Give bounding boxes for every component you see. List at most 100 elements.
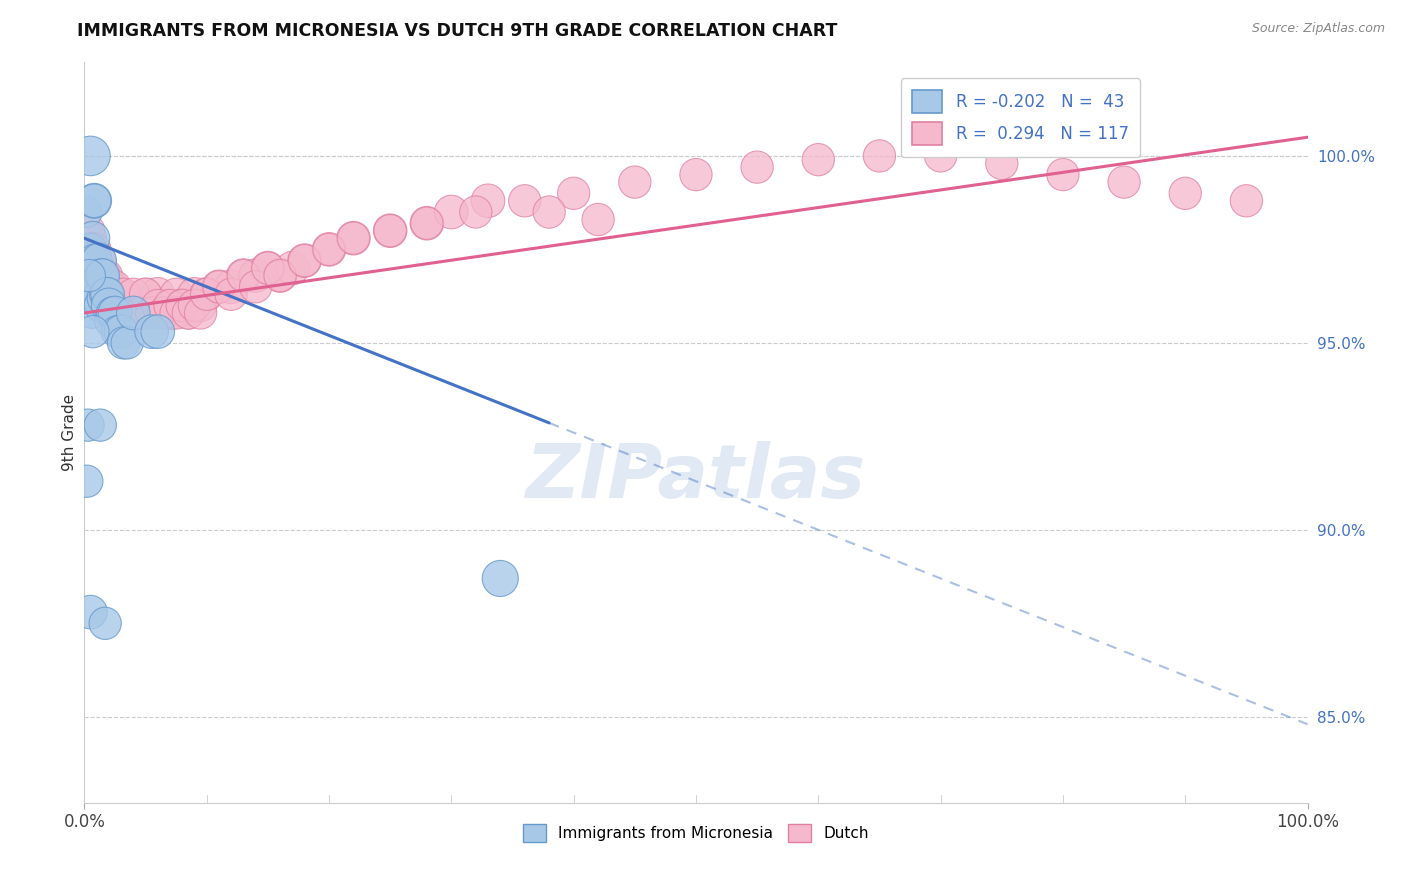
Point — [318, 243, 340, 257]
Point — [172, 298, 194, 312]
Point — [269, 268, 291, 283]
Point — [159, 298, 181, 312]
Point — [105, 325, 128, 339]
Point — [1236, 194, 1258, 208]
Point — [90, 268, 112, 283]
Point — [82, 268, 104, 283]
Point — [79, 291, 101, 305]
Point — [125, 306, 148, 320]
Point — [869, 149, 891, 163]
Point — [83, 243, 105, 257]
Point — [84, 268, 107, 283]
Point — [115, 291, 138, 305]
Point — [929, 149, 952, 163]
Point — [440, 205, 463, 219]
Point — [82, 291, 104, 305]
Point — [98, 298, 121, 312]
Point — [112, 287, 135, 301]
Point — [208, 280, 231, 294]
Point — [104, 306, 127, 320]
Point — [97, 287, 120, 301]
Point — [342, 231, 364, 245]
Point — [91, 287, 114, 301]
Point — [76, 231, 98, 245]
Point — [104, 280, 127, 294]
Point — [562, 186, 585, 201]
Point — [117, 306, 139, 320]
Point — [146, 287, 169, 301]
Point — [245, 268, 267, 283]
Point — [96, 268, 118, 283]
Point — [257, 261, 280, 276]
Point — [77, 268, 100, 283]
Point — [100, 280, 122, 294]
Point — [79, 605, 101, 619]
Point — [190, 298, 212, 312]
Point — [77, 268, 100, 283]
Point — [135, 287, 157, 301]
Point — [90, 268, 112, 283]
Point — [128, 298, 150, 312]
Point — [294, 253, 316, 268]
Point — [464, 205, 486, 219]
Point — [122, 306, 145, 320]
Point — [82, 243, 104, 257]
Point — [177, 306, 200, 320]
Point — [110, 306, 132, 320]
Point — [104, 298, 127, 312]
Point — [107, 298, 129, 312]
Point — [97, 280, 120, 294]
Point — [195, 287, 218, 301]
Point — [77, 243, 100, 257]
Point — [101, 306, 124, 320]
Point — [991, 156, 1014, 170]
Point — [79, 231, 101, 245]
Point — [89, 291, 111, 305]
Point — [97, 291, 120, 305]
Point — [94, 616, 117, 631]
Point — [172, 298, 194, 312]
Point — [114, 298, 136, 312]
Point — [89, 298, 111, 312]
Point — [135, 287, 157, 301]
Point — [1052, 168, 1074, 182]
Point — [84, 261, 107, 276]
Point — [159, 306, 181, 320]
Point — [190, 306, 212, 320]
Point — [87, 253, 110, 268]
Point — [257, 261, 280, 276]
Point — [281, 261, 304, 276]
Point — [79, 280, 101, 294]
Point — [91, 268, 114, 283]
Point — [477, 194, 499, 208]
Point — [120, 298, 142, 312]
Point — [103, 306, 125, 320]
Point — [380, 224, 402, 238]
Point — [232, 268, 254, 283]
Text: Source: ZipAtlas.com: Source: ZipAtlas.com — [1251, 22, 1385, 36]
Point — [115, 335, 138, 350]
Point — [122, 298, 145, 312]
Point — [117, 306, 139, 320]
Point — [513, 194, 536, 208]
Legend: Immigrants from Micronesia, Dutch: Immigrants from Micronesia, Dutch — [517, 818, 875, 848]
Point — [77, 253, 100, 268]
Point — [807, 153, 830, 167]
Point — [747, 160, 769, 174]
Point — [80, 306, 103, 320]
Point — [165, 306, 187, 320]
Point — [83, 194, 105, 208]
Point — [77, 280, 100, 294]
Point — [112, 335, 135, 350]
Point — [94, 287, 117, 301]
Point — [79, 243, 101, 257]
Point — [122, 287, 145, 301]
Point — [219, 287, 242, 301]
Point — [416, 216, 439, 230]
Point — [489, 571, 512, 585]
Point — [153, 306, 176, 320]
Point — [107, 298, 129, 312]
Point — [93, 291, 115, 305]
Point — [86, 280, 108, 294]
Text: IMMIGRANTS FROM MICRONESIA VS DUTCH 9TH GRADE CORRELATION CHART: IMMIGRANTS FROM MICRONESIA VS DUTCH 9TH … — [77, 22, 838, 40]
